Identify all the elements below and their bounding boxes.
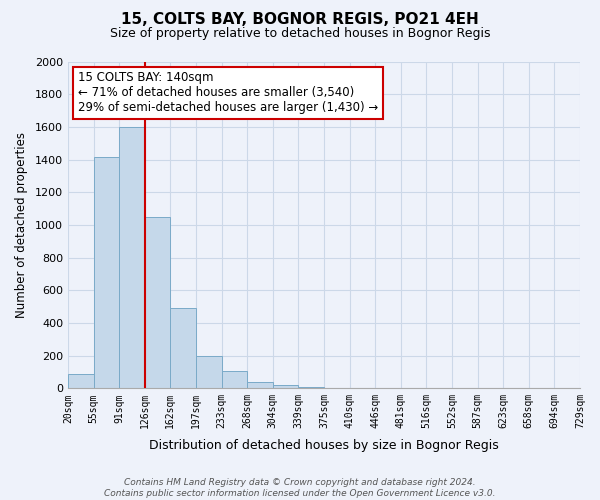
X-axis label: Distribution of detached houses by size in Bognor Regis: Distribution of detached houses by size … [149,440,499,452]
Text: 15, COLTS BAY, BOGNOR REGIS, PO21 4EH: 15, COLTS BAY, BOGNOR REGIS, PO21 4EH [121,12,479,28]
Y-axis label: Number of detached properties: Number of detached properties [15,132,28,318]
Bar [196,356,221,388]
Bar [94,157,119,388]
Bar [145,216,170,388]
Bar [221,371,247,388]
Bar [298,386,324,388]
Bar [68,374,94,388]
Bar [119,127,145,388]
Bar [273,386,298,388]
Text: Size of property relative to detached houses in Bognor Regis: Size of property relative to detached ho… [110,28,490,40]
Text: Contains HM Land Registry data © Crown copyright and database right 2024.
Contai: Contains HM Land Registry data © Crown c… [104,478,496,498]
Bar [247,382,273,388]
Bar [170,308,196,388]
Text: 15 COLTS BAY: 140sqm
← 71% of detached houses are smaller (3,540)
29% of semi-de: 15 COLTS BAY: 140sqm ← 71% of detached h… [78,72,379,114]
